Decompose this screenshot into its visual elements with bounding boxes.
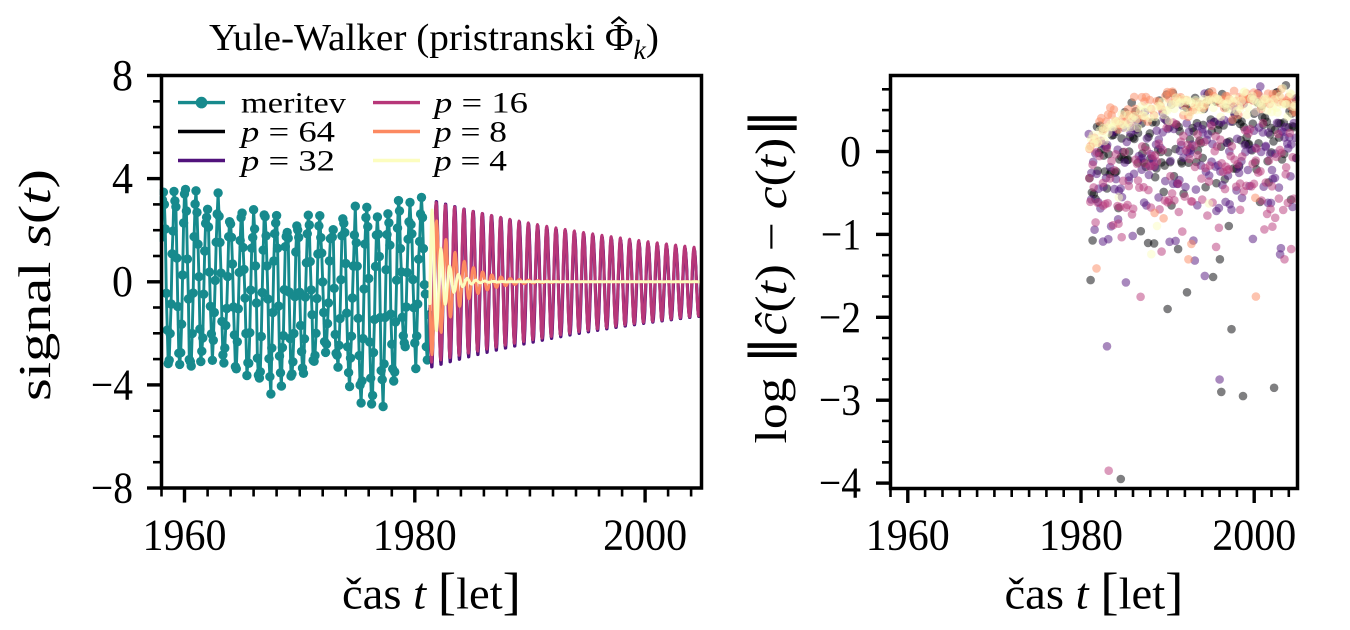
- svg-text:2000: 2000: [603, 511, 687, 560]
- svg-text:log ∥ĉ(t) − c(t)∥: log ∥ĉ(t) − c(t)∥: [741, 108, 797, 443]
- svg-text:čas t [let]: čas t [let]: [1005, 564, 1184, 621]
- svg-text:1980: 1980: [373, 511, 457, 560]
- svg-text:−4: −4: [819, 459, 861, 508]
- svg-text:p = 16: p = 16: [432, 87, 528, 120]
- svg-text:p = 8: p = 8: [432, 116, 507, 149]
- svg-text:8: 8: [112, 51, 133, 100]
- svg-text:meritev: meritev: [241, 87, 346, 120]
- svg-text:1960: 1960: [866, 511, 950, 560]
- svg-text:Yule-Walker (pristranski Φk): Yule-Walker (pristranski Φk): [209, 17, 659, 65]
- svg-text:0: 0: [840, 127, 861, 176]
- svg-text:4: 4: [112, 154, 133, 203]
- svg-text:−8: −8: [91, 464, 133, 513]
- svg-text:signal s(t): signal s(t): [9, 169, 60, 401]
- svg-text:p = 64: p = 64: [239, 116, 335, 149]
- svg-text:p = 4: p = 4: [432, 145, 507, 178]
- svg-text:0: 0: [112, 257, 133, 306]
- svg-text:1960: 1960: [143, 511, 227, 560]
- svg-text:−3: −3: [819, 376, 861, 425]
- svg-text:2000: 2000: [1212, 511, 1296, 560]
- svg-text:1980: 1980: [1039, 511, 1123, 560]
- svg-text:−1: −1: [821, 210, 861, 259]
- svg-text:čas t [let]: čas t [let]: [342, 564, 521, 621]
- svg-text:−2: −2: [819, 293, 861, 342]
- svg-text:p = 32: p = 32: [239, 145, 335, 178]
- svg-text:−4: −4: [91, 360, 133, 409]
